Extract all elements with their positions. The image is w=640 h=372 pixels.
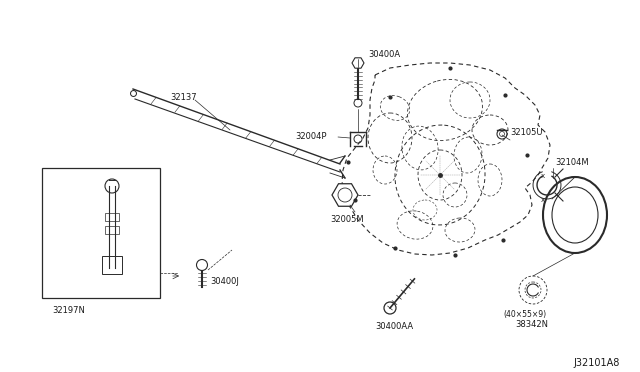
Text: 30400J: 30400J <box>210 277 239 286</box>
Bar <box>42 168 160 298</box>
Circle shape <box>105 179 119 193</box>
Text: 32005M: 32005M <box>330 215 364 224</box>
Text: 30400A: 30400A <box>368 50 400 59</box>
Text: 32105U: 32105U <box>510 128 543 137</box>
Text: 32137: 32137 <box>170 93 196 102</box>
Text: (40×55×9): (40×55×9) <box>503 310 546 319</box>
Bar <box>105 226 119 234</box>
Circle shape <box>354 99 362 107</box>
Text: 32197N: 32197N <box>52 306 85 315</box>
Circle shape <box>196 260 207 270</box>
Bar <box>102 256 122 274</box>
Text: J32101A8: J32101A8 <box>573 358 620 368</box>
Text: 32104M: 32104M <box>555 158 589 167</box>
Circle shape <box>384 302 396 314</box>
Text: 30400AA: 30400AA <box>375 322 413 331</box>
Text: 32004P: 32004P <box>295 132 326 141</box>
Text: 38342N: 38342N <box>515 320 548 329</box>
Bar <box>105 213 119 221</box>
Text: x: x <box>541 197 545 203</box>
Text: x: x <box>541 173 545 179</box>
